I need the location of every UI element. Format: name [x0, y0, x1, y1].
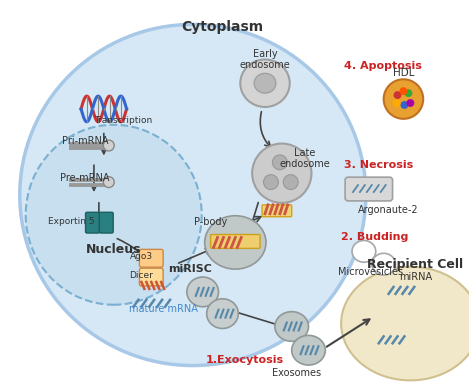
FancyBboxPatch shape	[139, 249, 163, 267]
Circle shape	[406, 99, 414, 107]
Circle shape	[404, 89, 412, 97]
Circle shape	[103, 177, 114, 187]
Text: Exosomes: Exosomes	[272, 368, 321, 378]
Circle shape	[393, 91, 401, 99]
Text: Exportin 5: Exportin 5	[48, 217, 94, 226]
FancyBboxPatch shape	[139, 268, 163, 286]
Circle shape	[383, 79, 423, 119]
Ellipse shape	[264, 175, 278, 189]
Text: Nucleus: Nucleus	[86, 243, 141, 256]
Text: miRISC: miRISC	[168, 264, 212, 274]
Text: mature mRNA: mature mRNA	[129, 304, 198, 314]
FancyBboxPatch shape	[100, 212, 113, 233]
Text: Microvesicles: Microvesicles	[338, 267, 403, 277]
Text: Pre-mRNA: Pre-mRNA	[60, 173, 110, 183]
FancyBboxPatch shape	[262, 205, 292, 217]
Text: HDL: HDL	[392, 69, 414, 78]
Ellipse shape	[292, 335, 325, 365]
FancyBboxPatch shape	[210, 234, 260, 248]
Circle shape	[400, 87, 407, 95]
Text: Ago3: Ago3	[130, 252, 153, 261]
Text: Argonaute-2: Argonaute-2	[358, 205, 419, 215]
Ellipse shape	[252, 144, 311, 203]
Circle shape	[392, 99, 401, 107]
Text: Recipient Cell: Recipient Cell	[367, 258, 464, 271]
Ellipse shape	[275, 311, 309, 341]
Circle shape	[401, 101, 409, 109]
Text: miRNA: miRNA	[399, 272, 432, 282]
Text: 4. Apoptosis: 4. Apoptosis	[344, 62, 422, 72]
Text: Early
endosome: Early endosome	[240, 49, 291, 70]
Text: 1.Exocytosis: 1.Exocytosis	[206, 355, 284, 365]
Ellipse shape	[283, 175, 298, 189]
Text: Pri-mRNA: Pri-mRNA	[62, 136, 108, 146]
Ellipse shape	[273, 155, 287, 170]
Text: Cytoplasm: Cytoplasm	[182, 20, 264, 34]
Text: 3. Necrosis: 3. Necrosis	[344, 160, 413, 170]
Ellipse shape	[254, 74, 276, 93]
FancyBboxPatch shape	[345, 177, 392, 201]
Ellipse shape	[341, 267, 474, 380]
Ellipse shape	[205, 216, 266, 269]
Text: Dicer: Dicer	[129, 271, 154, 280]
Ellipse shape	[207, 299, 238, 328]
Ellipse shape	[187, 277, 219, 307]
Ellipse shape	[352, 241, 376, 262]
Ellipse shape	[240, 60, 290, 107]
FancyBboxPatch shape	[85, 212, 100, 233]
Text: P-body: P-body	[194, 217, 227, 227]
Ellipse shape	[26, 125, 202, 305]
Ellipse shape	[372, 253, 395, 275]
Text: 2. Budding: 2. Budding	[341, 231, 409, 241]
Text: Late
endosome: Late endosome	[279, 147, 330, 169]
Text: Transcription: Transcription	[94, 116, 153, 125]
Ellipse shape	[20, 24, 366, 365]
Circle shape	[103, 140, 114, 151]
